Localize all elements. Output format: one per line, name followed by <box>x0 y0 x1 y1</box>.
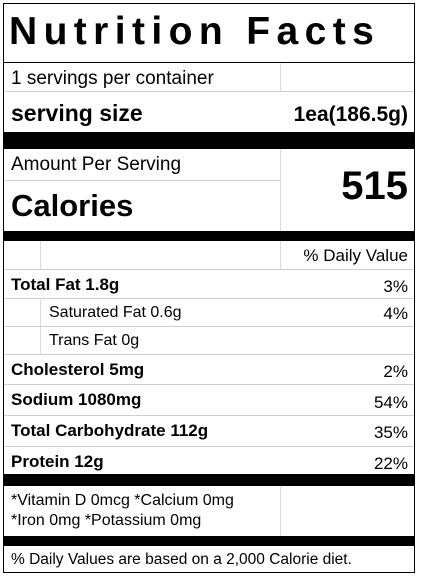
dv-header-line-right <box>280 241 281 269</box>
nutrient-sodium: Sodium 1080mg <box>11 390 142 409</box>
nutrient-saturated-fat-dv: 4% <box>383 304 408 323</box>
nutrient-cholesterol-dv: 2% <box>383 362 408 381</box>
daily-value-header: % Daily Value <box>303 246 408 265</box>
serving-thick-bar <box>4 132 414 149</box>
dv-header-line-left <box>40 241 41 269</box>
nutrition-facts-label: Nutrition Facts 1 servings per container… <box>3 3 415 573</box>
label-title: Nutrition Facts <box>9 10 381 53</box>
nutrient-total-fat-dv: 3% <box>383 277 408 296</box>
nutrient-trans-fat: Trans Fat 0g <box>49 332 140 349</box>
row-divider <box>4 446 414 447</box>
calories-label: Calories <box>11 188 134 223</box>
amount-per-serving: Amount Per Serving <box>11 154 182 175</box>
amount-divider <box>4 180 280 181</box>
vitamins-thick-bar <box>4 536 414 546</box>
calories-column-line <box>280 149 281 231</box>
row-divider <box>4 384 414 385</box>
daily-value-footnote: % Daily Values are based on a 2,000 Calo… <box>11 551 352 568</box>
nutrient-cholesterol: Cholesterol 5mg <box>11 360 145 379</box>
nutrient-total-carbohydrate-dv: 35% <box>373 423 408 442</box>
vitamins-line-1: *Vitamin D 0mcg *Calcium 0mg <box>11 492 234 509</box>
servings-divider <box>4 91 414 92</box>
serving-size-label: serving size <box>11 100 143 126</box>
title-divider <box>4 62 414 63</box>
nutrient-sodium-dv: 54% <box>373 393 408 412</box>
row-divider <box>4 326 414 327</box>
nutrient-protein: Protein 12g <box>11 452 104 471</box>
dv-header-divider <box>4 269 414 270</box>
servings-column-line <box>280 63 281 91</box>
row-divider <box>4 354 414 355</box>
servings-per-container: 1 servings per container <box>11 68 214 89</box>
nutrient-total-fat: Total Fat 1.8g <box>11 275 120 294</box>
calories-value: 515 <box>341 164 408 208</box>
nutrient-protein-dv: 22% <box>373 454 408 473</box>
serving-size-value: 1ea(186.5g) <box>293 103 408 126</box>
protein-thick-bar <box>4 474 414 486</box>
vitamins-line-2: *Iron 0mg *Potassium 0mg <box>11 512 202 529</box>
row-divider <box>4 415 414 416</box>
nutrient-saturated-fat: Saturated Fat 0.6g <box>49 304 182 321</box>
vitamins-column-line <box>280 486 281 536</box>
calories-thick-bar <box>4 231 414 241</box>
nutrient-total-carbohydrate: Total Carbohydrate 112g <box>11 421 209 440</box>
row-divider <box>4 298 414 299</box>
